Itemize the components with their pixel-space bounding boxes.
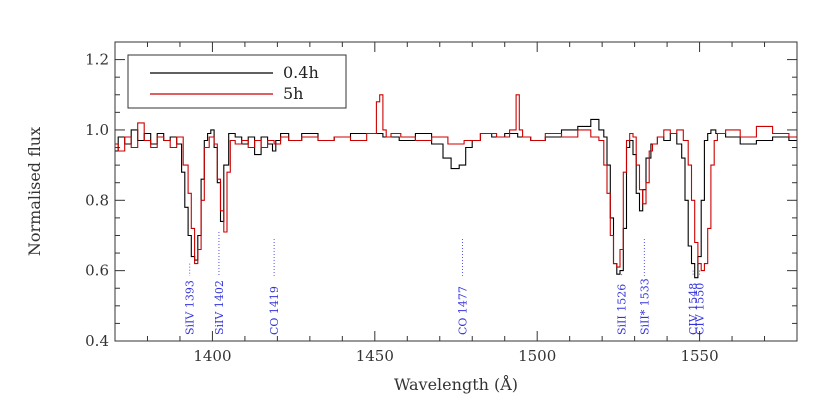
y-tick-label: 0.6 — [85, 262, 109, 280]
line-marker-label: CO 1477 — [456, 286, 469, 335]
legend: 0.4h 5h — [127, 54, 347, 109]
line-marker-label: SiII 1526 — [616, 284, 629, 335]
line-markers: SiIV 1393 SiIV 1402 CO 1419 CO 1477 SiII 152… — [184, 231, 707, 335]
line-marker-label: SiIV 1402 — [213, 280, 226, 335]
axis-ticks: 1400 1450 1500 1550 0.4 0.6 0.8 1.0 1.2 — [85, 42, 797, 365]
x-tick-label: 1550 — [680, 347, 718, 365]
y-tick-label: 0.8 — [85, 191, 109, 209]
y-tick-label: 0.4 — [85, 332, 109, 350]
line-marker-label: CIV 1550 — [694, 283, 707, 335]
series-0-line — [115, 118, 797, 279]
plot-frame — [114, 41, 798, 342]
line-marker-label: SiII* 1533 — [638, 278, 651, 335]
x-tick-label: 1500 — [518, 347, 556, 365]
line-marker-label: CO 1419 — [268, 286, 281, 335]
x-tick-label: 1450 — [356, 347, 394, 365]
line-marker-label: CIV 1548 — [687, 283, 700, 335]
y-axis-label: Normalised flux — [25, 127, 44, 256]
line-marker-label: SiIV 1393 — [184, 280, 197, 335]
y-tick-label: 1.0 — [85, 121, 109, 139]
legend-label-1: 5h — [283, 84, 303, 103]
x-axis-label: Wavelength (Å) — [394, 374, 518, 394]
legend-label-0: 0.4h — [283, 63, 319, 82]
x-tick-label: 1400 — [193, 347, 231, 365]
series-lines — [115, 94, 797, 279]
legend-box — [127, 54, 347, 109]
y-tick-label: 1.2 — [85, 51, 109, 69]
series-1-line — [115, 94, 797, 272]
